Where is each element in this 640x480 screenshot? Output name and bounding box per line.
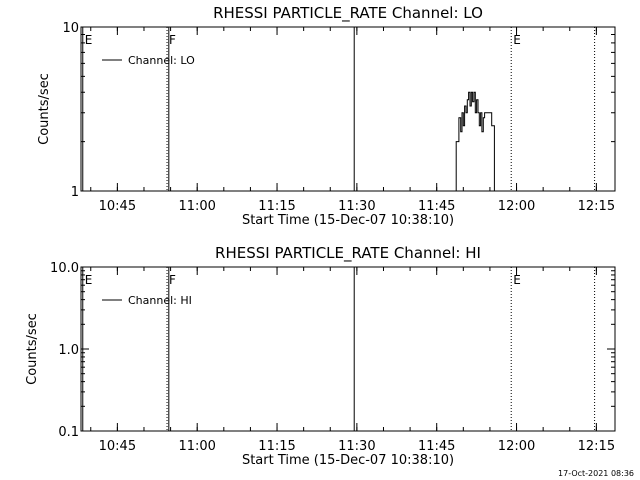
y-tick-label: 10.0 bbox=[50, 261, 79, 276]
event-marker-label: E bbox=[513, 273, 521, 287]
x-tick-label: 10:45 bbox=[99, 199, 136, 214]
event-marker-label: F bbox=[169, 273, 176, 287]
chart-title: RHESSI PARTICLE_RATE Channel: HI bbox=[215, 244, 481, 263]
x-tick-label: 11:15 bbox=[258, 199, 295, 214]
event-marker-label: F bbox=[169, 33, 176, 47]
x-axis-label: Start Time (15-Dec-07 10:38:10) bbox=[242, 213, 454, 228]
x-tick-label: 11:45 bbox=[418, 439, 455, 454]
event-marker-label: E bbox=[513, 33, 521, 47]
y-tick-label: 0.1 bbox=[58, 425, 79, 440]
x-tick-label: 11:00 bbox=[178, 439, 215, 454]
x-tick-label: 12:00 bbox=[498, 199, 535, 214]
event-marker-label: E bbox=[85, 273, 93, 287]
legend-label: Channel: HI bbox=[128, 294, 192, 307]
plot-frame bbox=[80, 266, 616, 432]
x-tick-label: 11:00 bbox=[178, 199, 215, 214]
x-tick-label: 12:15 bbox=[578, 199, 615, 214]
x-tick-label: 10:45 bbox=[99, 439, 136, 454]
x-tick-label: 11:45 bbox=[418, 199, 455, 214]
y-tick-label: 1 bbox=[71, 185, 79, 200]
y-tick-label: 10 bbox=[62, 21, 79, 36]
plot-frame bbox=[80, 26, 616, 192]
x-tick-label: 12:00 bbox=[498, 439, 535, 454]
y-axis-label: Counts/sec bbox=[25, 313, 40, 385]
plot-timestamp: 17-Oct-2021 08:36 bbox=[558, 469, 634, 478]
x-tick-label: 11:30 bbox=[338, 439, 375, 454]
event-marker-label: E bbox=[85, 33, 93, 47]
series-line bbox=[455, 91, 495, 191]
legend-label: Channel: LO bbox=[128, 54, 195, 67]
x-tick-label: 12:15 bbox=[578, 439, 615, 454]
x-tick-label: 11:30 bbox=[338, 199, 375, 214]
x-tick-label: 11:15 bbox=[258, 439, 295, 454]
x-axis-label: Start Time (15-Dec-07 10:38:10) bbox=[242, 453, 454, 468]
y-axis-label: Counts/sec bbox=[37, 73, 52, 145]
y-tick-label: 1.0 bbox=[58, 343, 79, 358]
chart-title: RHESSI PARTICLE_RATE Channel: LO bbox=[213, 4, 483, 23]
